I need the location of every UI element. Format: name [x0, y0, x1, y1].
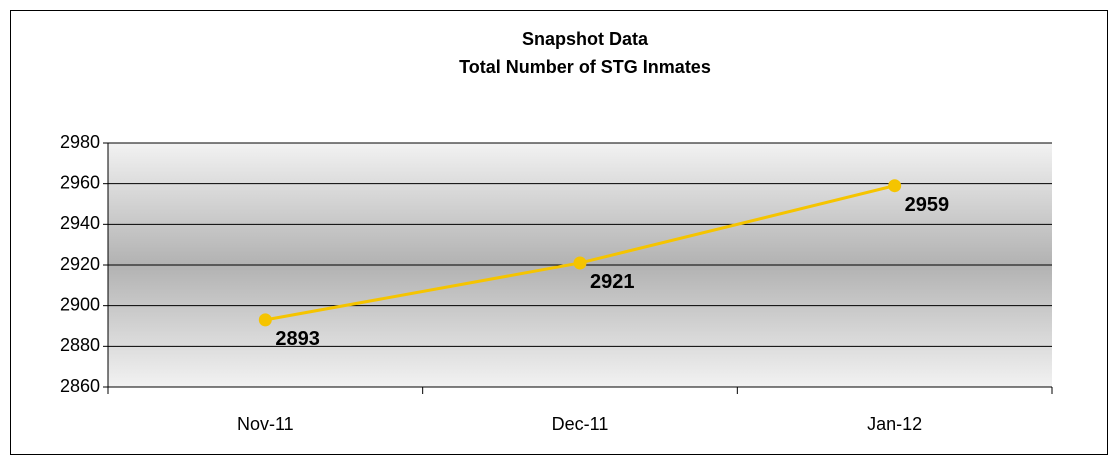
- chart-title: Snapshot Data: [522, 29, 649, 49]
- data-label: 2893: [275, 328, 320, 350]
- point-marker: [888, 179, 902, 193]
- y-tick-label: 2900: [60, 294, 100, 314]
- data-label: 2921: [590, 271, 635, 293]
- y-tick-label: 2880: [60, 335, 100, 355]
- x-tick-label: Jan-12: [867, 414, 922, 434]
- y-tick-label: 2920: [60, 254, 100, 274]
- point-marker: [573, 256, 587, 270]
- y-tick-label: 2960: [60, 172, 100, 192]
- y-tick-label: 2860: [60, 376, 100, 396]
- point-marker: [258, 313, 272, 327]
- y-tick-label: 2980: [60, 132, 100, 152]
- y-tick-label: 2940: [60, 213, 100, 233]
- data-label: 2959: [905, 194, 950, 216]
- chart-subtitle: Total Number of STG Inmates: [459, 57, 711, 77]
- x-tick-label: Nov-11: [237, 414, 294, 434]
- x-tick-label: Dec-11: [552, 414, 609, 434]
